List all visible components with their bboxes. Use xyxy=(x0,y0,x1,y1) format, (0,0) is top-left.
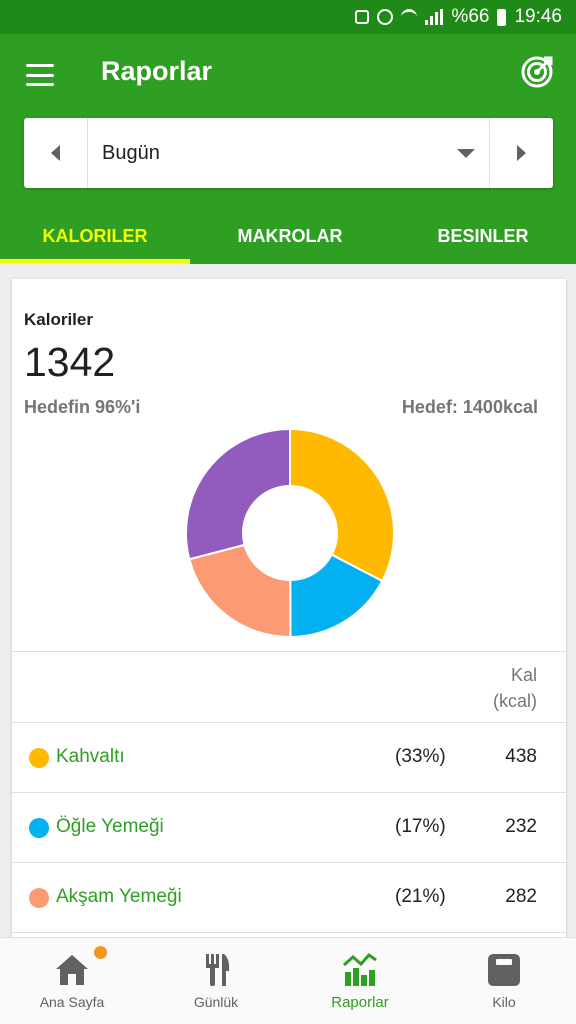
donut-slice-snack xyxy=(185,427,291,561)
status-bar: %66 19:46 xyxy=(0,0,576,34)
alarm-icon xyxy=(377,9,394,25)
donut-slice-breakfast xyxy=(289,427,395,583)
chart-icon xyxy=(341,951,379,989)
meal-name: Kahvaltı xyxy=(56,746,125,767)
tab-macros[interactable]: MAKROLAR xyxy=(237,225,343,246)
table-row[interactable]: Akşam Yemeği (21%) 282 xyxy=(12,863,566,933)
date-dropdown[interactable]: Bugün xyxy=(88,118,489,188)
goal-value: Hedef: 1400kcal xyxy=(401,397,538,417)
nav-weight[interactable]: Kilo xyxy=(432,938,576,1024)
table-row[interactable]: Kahvaltı (33%) 438 xyxy=(12,723,566,793)
goal-percent: Hedefin 96%'i xyxy=(24,397,141,417)
meal-table: Kal (kcal) Kahvaltı (33%) 438 Öğle Yemeğ… xyxy=(12,651,566,933)
donut-slice-dinner xyxy=(188,543,292,638)
chevron-right-icon xyxy=(517,145,526,161)
calorie-donut-chart xyxy=(185,427,395,639)
meal-percent: (21%) xyxy=(395,886,446,907)
breakfast-color-dot xyxy=(29,748,49,768)
calories-label: Kaloriler xyxy=(24,310,93,329)
dinner-color-dot xyxy=(29,888,49,908)
meal-percent: (33%) xyxy=(395,746,446,767)
menu-icon[interactable] xyxy=(26,64,54,86)
table-row[interactable]: Öğle Yemeği (17%) 232 xyxy=(12,793,566,863)
home-icon xyxy=(53,951,91,989)
scale-icon xyxy=(485,951,523,989)
nav-home[interactable]: Ana Sayfa xyxy=(0,938,144,1024)
nav-reports[interactable]: Raporlar xyxy=(288,938,432,1024)
date-dropdown-value: Bugün xyxy=(102,141,160,164)
battery-percent: %66 xyxy=(451,6,490,27)
donut-slice-lunch xyxy=(289,553,384,639)
notification-badge xyxy=(94,946,107,959)
kcal-column-header: Kal (kcal) xyxy=(493,662,537,714)
meal-name: Akşam Yemeği xyxy=(56,886,182,907)
nav-weight-label: Kilo xyxy=(492,994,516,1010)
table-header: Kal (kcal) xyxy=(12,652,566,723)
fork-knife-icon xyxy=(197,951,235,989)
nav-reports-label: Raporlar xyxy=(331,994,389,1011)
clock-time: 19:46 xyxy=(514,6,562,27)
meal-kcal: 232 xyxy=(505,816,537,837)
page-title: Raporlar xyxy=(101,56,213,86)
calories-total: 1342 xyxy=(24,339,116,385)
app-bar: Raporlar Bugün KALORILER MAKROLAR BESINL… xyxy=(0,34,576,264)
meal-kcal: 282 xyxy=(505,886,537,907)
dropdown-arrow-icon xyxy=(457,148,475,158)
nav-diary-label: Günlük xyxy=(193,994,239,1010)
chevron-left-icon xyxy=(51,145,60,161)
kcal-column-label: Kal xyxy=(510,665,537,685)
meal-name: Öğle Yemeği xyxy=(56,816,164,837)
lunch-color-dot xyxy=(29,818,49,838)
tab-calories[interactable]: KALORILER xyxy=(0,208,190,264)
previous-date-button[interactable] xyxy=(24,118,88,188)
meal-percent: (17%) xyxy=(395,816,446,837)
signal-icon xyxy=(425,9,444,25)
nav-home-label: Ana Sayfa xyxy=(39,994,105,1010)
wifi-icon xyxy=(401,9,418,25)
date-selector: Bugün xyxy=(24,118,553,188)
kcal-column-unit: (kcal) xyxy=(493,691,537,711)
report-tabs: KALORILER MAKROLAR BESINLER xyxy=(0,208,576,264)
meal-kcal: 438 xyxy=(505,746,537,767)
next-date-button[interactable] xyxy=(489,118,553,188)
calories-card: Kaloriler 1342 Hedefin 96%'i Hedef: 1400… xyxy=(12,279,566,979)
tab-foods[interactable]: BESINLER xyxy=(437,225,529,246)
bottom-navigation: Ana Sayfa Günlük Raporlar Kilo xyxy=(0,937,576,1024)
battery-icon xyxy=(497,8,507,26)
notification-icon xyxy=(355,10,370,24)
nav-diary[interactable]: Günlük xyxy=(144,938,288,1024)
target-icon[interactable] xyxy=(520,55,554,89)
